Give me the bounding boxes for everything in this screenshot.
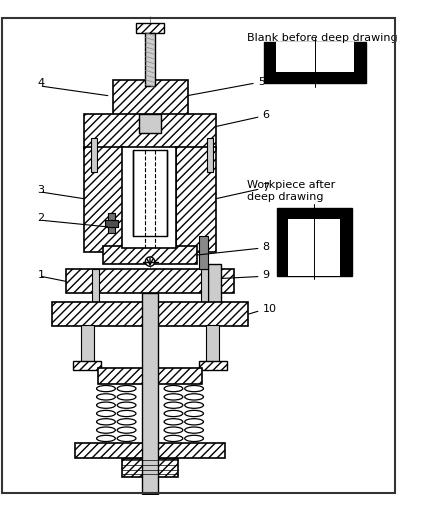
Bar: [99, 367, 202, 384]
Text: 10: 10: [263, 305, 277, 314]
Bar: [103, 246, 197, 264]
Bar: [142, 292, 159, 494]
Bar: [122, 147, 176, 248]
Text: 8: 8: [263, 242, 270, 251]
Text: Workpiece after
deep drawing: Workpiece after deep drawing: [247, 180, 335, 202]
Bar: [66, 269, 234, 293]
Circle shape: [146, 257, 155, 266]
Bar: [91, 138, 96, 172]
Text: 6: 6: [263, 110, 269, 120]
Bar: [277, 208, 352, 275]
Text: 2: 2: [38, 214, 45, 223]
Bar: [206, 326, 220, 363]
Bar: [81, 326, 94, 363]
Bar: [108, 213, 115, 234]
Bar: [288, 219, 341, 275]
Text: 3: 3: [38, 185, 44, 195]
Bar: [75, 443, 225, 457]
Bar: [207, 138, 213, 172]
Bar: [85, 147, 124, 252]
Bar: [105, 220, 118, 227]
Bar: [136, 24, 164, 33]
Bar: [85, 114, 216, 150]
Bar: [276, 42, 354, 72]
Text: 5: 5: [258, 77, 265, 86]
Bar: [176, 147, 216, 252]
Bar: [52, 302, 248, 327]
Bar: [113, 80, 187, 119]
Text: 7: 7: [263, 182, 270, 193]
Bar: [122, 458, 178, 477]
Bar: [92, 269, 99, 326]
Bar: [201, 269, 208, 326]
Bar: [264, 42, 366, 83]
Bar: [139, 114, 161, 133]
Text: 4: 4: [38, 78, 45, 88]
Bar: [146, 33, 155, 86]
Bar: [133, 150, 167, 236]
Text: Blank before deep drawing: Blank before deep drawing: [247, 33, 397, 43]
Bar: [199, 361, 227, 370]
Bar: [208, 264, 221, 307]
Bar: [73, 361, 101, 370]
Bar: [199, 236, 208, 269]
Text: 1: 1: [38, 270, 44, 280]
Text: 9: 9: [263, 270, 270, 280]
